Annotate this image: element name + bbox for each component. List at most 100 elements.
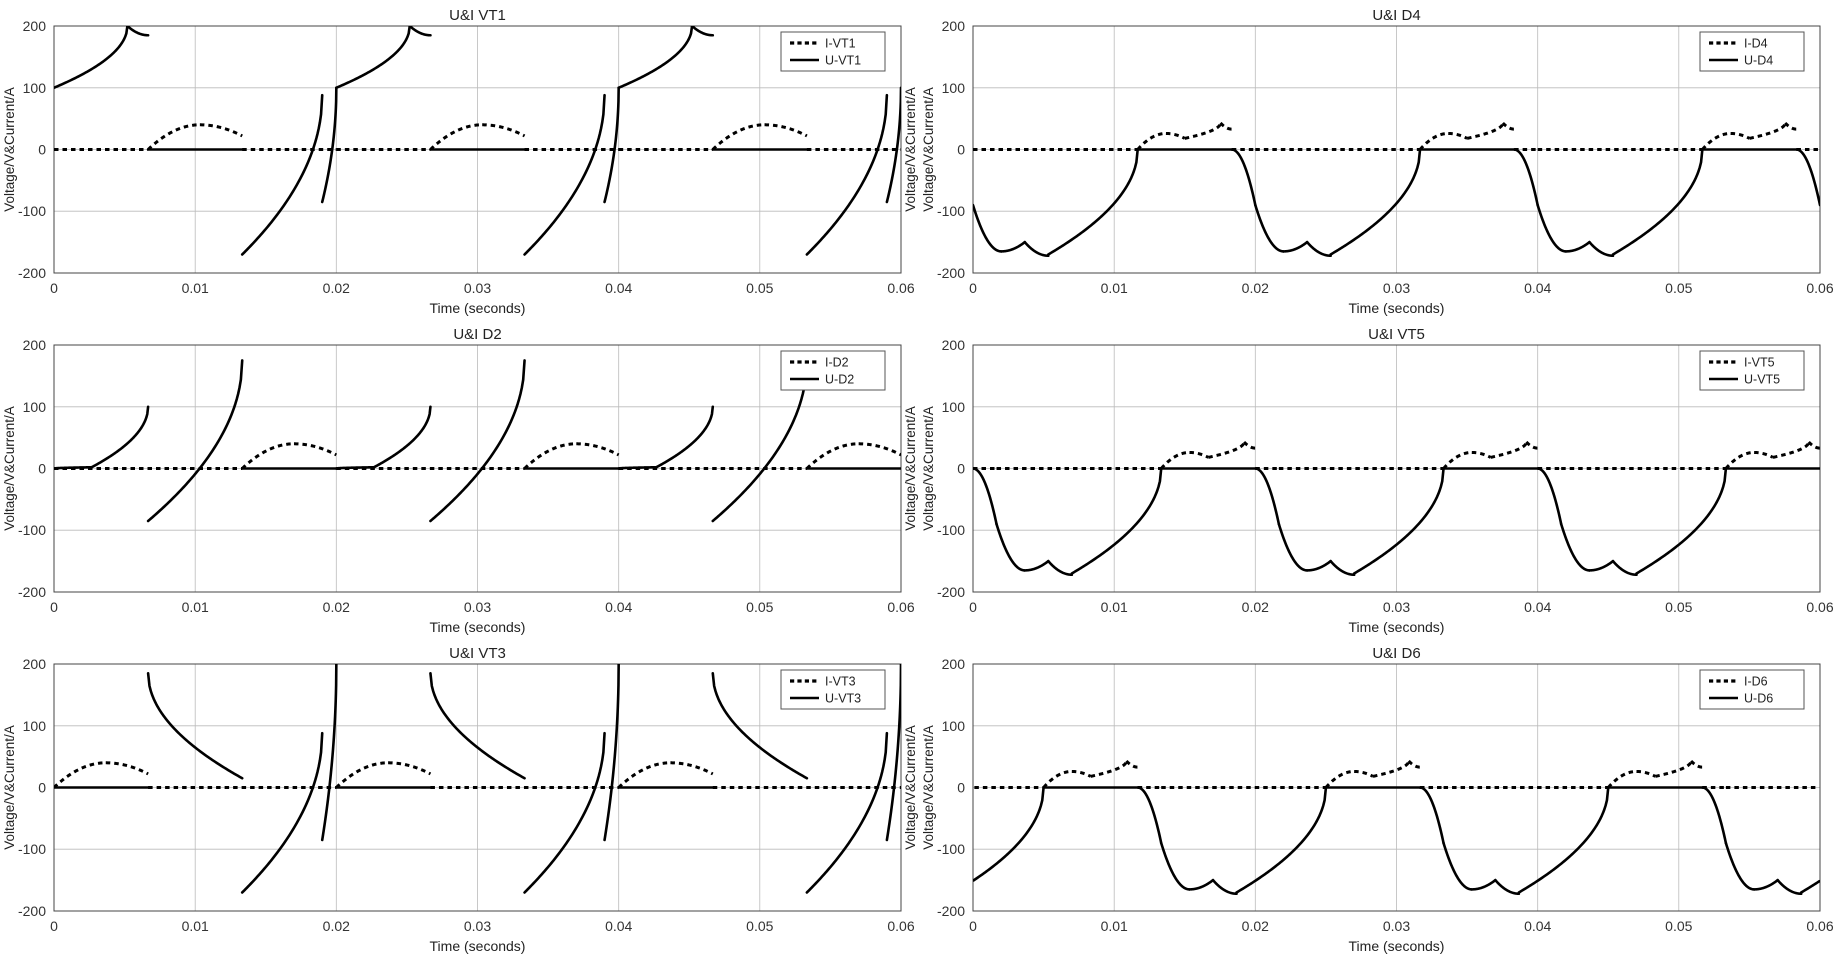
svg-text:0.05: 0.05 — [746, 599, 773, 615]
svg-text:-100: -100 — [937, 841, 965, 857]
svg-text:0.03: 0.03 — [464, 280, 491, 296]
svg-text:0.06: 0.06 — [1806, 599, 1833, 615]
svg-text:U-D2: U-D2 — [825, 373, 854, 387]
svg-text:-200: -200 — [937, 584, 965, 600]
svg-text:I-VT1: I-VT1 — [825, 37, 856, 51]
svg-text:-100: -100 — [937, 522, 965, 538]
svg-text:0: 0 — [957, 142, 965, 158]
svg-text:100: 100 — [942, 80, 966, 96]
svg-text:0.05: 0.05 — [746, 280, 773, 296]
svg-text:0.02: 0.02 — [323, 918, 350, 934]
svg-text:100: 100 — [23, 399, 47, 415]
svg-text:-100: -100 — [18, 841, 46, 857]
svg-text:100: 100 — [942, 399, 966, 415]
svg-text:0: 0 — [957, 780, 965, 796]
svg-text:Voltage/V&Current/A: Voltage/V&Current/A — [903, 725, 918, 850]
svg-text:0.01: 0.01 — [182, 599, 209, 615]
svg-text:0.06: 0.06 — [887, 599, 914, 615]
svg-text:0.04: 0.04 — [605, 918, 632, 934]
svg-text:Voltage/V&Current/A: Voltage/V&Current/A — [903, 406, 918, 531]
svg-text:Time (seconds): Time (seconds) — [1349, 300, 1445, 316]
svg-text:0: 0 — [38, 461, 46, 477]
svg-text:U&I D4: U&I D4 — [1372, 7, 1420, 24]
svg-text:U-VT1: U-VT1 — [825, 54, 861, 68]
svg-text:0.03: 0.03 — [1383, 280, 1410, 296]
svg-text:-200: -200 — [18, 584, 46, 600]
svg-text:0: 0 — [38, 142, 46, 158]
svg-text:U&I VT3: U&I VT3 — [449, 645, 506, 662]
svg-text:200: 200 — [942, 337, 966, 353]
svg-text:I-D6: I-D6 — [1744, 675, 1768, 689]
svg-text:-100: -100 — [18, 522, 46, 538]
svg-text:Time (seconds): Time (seconds) — [430, 619, 526, 635]
svg-text:U&I D6: U&I D6 — [1372, 645, 1420, 662]
svg-text:Voltage/V&Current/A: Voltage/V&Current/A — [2, 87, 17, 212]
svg-text:200: 200 — [942, 656, 966, 672]
svg-text:200: 200 — [942, 18, 966, 34]
svg-text:U&I D2: U&I D2 — [453, 326, 501, 343]
svg-text:U-VT5: U-VT5 — [1744, 373, 1780, 387]
svg-text:0.05: 0.05 — [1665, 599, 1692, 615]
svg-text:0.01: 0.01 — [182, 280, 209, 296]
svg-text:0: 0 — [50, 599, 58, 615]
svg-text:I-VT3: I-VT3 — [825, 675, 856, 689]
svg-text:0.06: 0.06 — [887, 280, 914, 296]
svg-text:0: 0 — [957, 461, 965, 477]
svg-text:0.02: 0.02 — [323, 599, 350, 615]
svg-text:0: 0 — [969, 599, 977, 615]
svg-text:0: 0 — [38, 780, 46, 796]
svg-text:0.03: 0.03 — [1383, 918, 1410, 934]
svg-text:0.04: 0.04 — [605, 599, 632, 615]
svg-text:0.03: 0.03 — [464, 599, 491, 615]
svg-text:0.06: 0.06 — [887, 918, 914, 934]
svg-text:I-VT5: I-VT5 — [1744, 356, 1775, 370]
svg-text:0.03: 0.03 — [1383, 599, 1410, 615]
svg-text:-200: -200 — [18, 903, 46, 919]
svg-text:0.06: 0.06 — [1806, 918, 1833, 934]
svg-text:U-D6: U-D6 — [1744, 692, 1773, 706]
svg-text:0.01: 0.01 — [182, 918, 209, 934]
svg-text:0.04: 0.04 — [605, 280, 632, 296]
svg-text:0: 0 — [969, 918, 977, 934]
svg-text:U-D4: U-D4 — [1744, 54, 1773, 68]
svg-text:0: 0 — [50, 918, 58, 934]
svg-text:Time (seconds): Time (seconds) — [430, 938, 526, 954]
svg-text:U&I VT5: U&I VT5 — [1368, 326, 1425, 343]
svg-text:0.02: 0.02 — [323, 280, 350, 296]
svg-text:0: 0 — [50, 280, 58, 296]
svg-text:0.04: 0.04 — [1524, 599, 1551, 615]
svg-text:0.02: 0.02 — [1242, 599, 1269, 615]
svg-text:0.05: 0.05 — [746, 918, 773, 934]
svg-text:U&I VT1: U&I VT1 — [449, 7, 506, 24]
svg-text:0.04: 0.04 — [1524, 280, 1551, 296]
svg-text:Voltage/V&Current/A: Voltage/V&Current/A — [921, 87, 936, 212]
svg-text:200: 200 — [23, 18, 47, 34]
svg-text:0.01: 0.01 — [1101, 599, 1128, 615]
svg-text:Voltage/V&Current/A: Voltage/V&Current/A — [2, 725, 17, 850]
svg-text:U-VT3: U-VT3 — [825, 692, 861, 706]
svg-text:0.01: 0.01 — [1101, 280, 1128, 296]
svg-text:I-D2: I-D2 — [825, 356, 849, 370]
svg-text:0.02: 0.02 — [1242, 280, 1269, 296]
svg-text:-200: -200 — [937, 903, 965, 919]
svg-text:Voltage/V&Current/A: Voltage/V&Current/A — [921, 725, 936, 850]
svg-text:-200: -200 — [937, 265, 965, 281]
svg-text:200: 200 — [23, 656, 47, 672]
svg-text:Voltage/V&Current/A: Voltage/V&Current/A — [903, 87, 918, 212]
svg-text:Voltage/V&Current/A: Voltage/V&Current/A — [921, 406, 936, 531]
svg-text:100: 100 — [23, 718, 47, 734]
svg-text:0.04: 0.04 — [1524, 918, 1551, 934]
svg-text:0: 0 — [969, 280, 977, 296]
svg-text:-100: -100 — [937, 203, 965, 219]
svg-text:0.05: 0.05 — [1665, 918, 1692, 934]
svg-text:200: 200 — [23, 337, 47, 353]
svg-text:Time (seconds): Time (seconds) — [1349, 619, 1445, 635]
svg-text:I-D4: I-D4 — [1744, 37, 1768, 51]
svg-text:100: 100 — [23, 80, 47, 96]
svg-text:0.06: 0.06 — [1806, 280, 1833, 296]
svg-text:0.03: 0.03 — [464, 918, 491, 934]
svg-text:0.05: 0.05 — [1665, 280, 1692, 296]
svg-text:Time (seconds): Time (seconds) — [430, 300, 526, 316]
svg-text:100: 100 — [942, 718, 966, 734]
svg-text:0.02: 0.02 — [1242, 918, 1269, 934]
